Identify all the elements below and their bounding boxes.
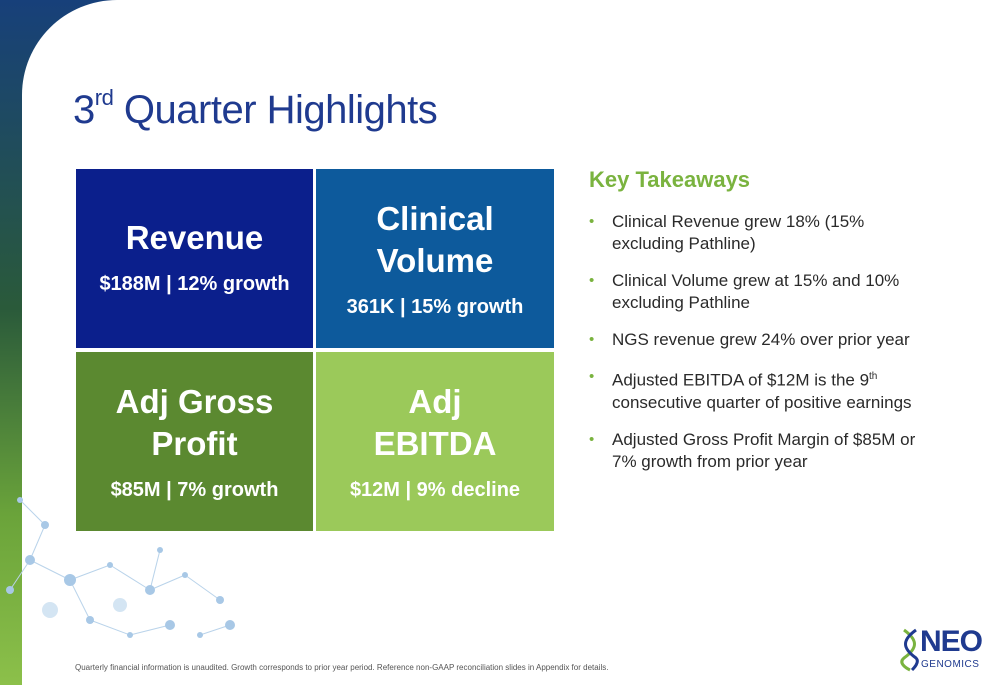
- list-item-superscript: th: [869, 371, 878, 382]
- dna-helix-icon: [900, 628, 919, 672]
- tile-title: Clinical Volume: [376, 198, 493, 282]
- list-item-text: Clinical Volume grew at 15% and 10% excl…: [612, 271, 900, 312]
- title-rest: Quarter Highlights: [113, 88, 438, 132]
- tile-clinical-volume: Clinical Volume 361K | 15% growth: [316, 169, 554, 348]
- neogenomics-logo: NEO GENOMICS: [900, 626, 990, 674]
- list-item-text: Adjusted EBITDA of $12M is the 9: [612, 370, 870, 390]
- title-prefix: 3: [73, 88, 95, 132]
- list-item: • Adjusted Gross Profit Margin of $85M or…: [589, 429, 929, 473]
- list-item-text: Adjusted Gross Profit Margin of $85M or …: [612, 429, 916, 471]
- key-takeaways: Key Takeaways • Clinical Revenue grew 18%…: [589, 167, 929, 488]
- tile-title-line: Clinical: [376, 200, 494, 237]
- slide-title: 3rd Quarter Highlights: [73, 84, 438, 133]
- tile-value: 361K | 15% growth: [346, 296, 524, 318]
- list-item-text: consecutive quarter of positive earnings: [612, 392, 912, 412]
- logo-tagline: GENOMICS: [921, 659, 980, 670]
- tile-adj-gross-profit: Adj Gross Profit $85M | 7% growth: [76, 352, 313, 531]
- title-superscript: rd: [94, 84, 114, 110]
- list-item: • Adjusted EBITDA of $12M is the 9th cons…: [589, 366, 929, 414]
- bullet-icon: •: [589, 430, 595, 448]
- tile-title-line: Profit: [151, 425, 238, 462]
- list-item-text: NGS revenue grew 24% over prior year: [612, 330, 910, 349]
- tile-adj-ebitda: Adj EBITDA $12M | 9% decline: [316, 352, 554, 531]
- tile-value: $85M | 7% growth: [110, 479, 279, 501]
- tile-title: Revenue: [126, 217, 264, 259]
- tile-title-line: Revenue: [125, 219, 264, 256]
- bullet-icon: •: [589, 331, 595, 348]
- footnote: Quarterly financial information is unaud…: [75, 663, 609, 672]
- tile-title: Adj EBITDA: [374, 381, 497, 465]
- list-item: • Clinical Revenue grew 18% (15% excludin…: [589, 211, 929, 255]
- molecule-decoration-icon: [6, 497, 235, 638]
- takeaways-list: • Clinical Revenue grew 18% (15% excludin…: [589, 211, 929, 473]
- list-item-text: Clinical Revenue grew 18% (15% excluding…: [612, 212, 865, 253]
- bullet-icon: •: [589, 272, 595, 289]
- tile-title-line: Adj Gross: [115, 383, 274, 420]
- tile-value: $12M | 9% decline: [349, 479, 521, 501]
- bullet-icon: •: [589, 368, 595, 385]
- tile-revenue: Revenue $188M | 12% growth: [76, 169, 313, 348]
- list-item: • Clinical Volume grew at 15% and 10% exc…: [589, 270, 929, 314]
- tile-value: $188M | 12% growth: [99, 273, 290, 295]
- highlights-grid: Revenue $188M | 12% growth Clinical Volu…: [76, 169, 554, 531]
- tile-title-line: Volume: [376, 242, 494, 279]
- tile-title-line: EBITDA: [373, 425, 497, 462]
- takeaways-heading: Key Takeaways: [589, 167, 751, 192]
- list-item: • NGS revenue grew 24% over prior year: [589, 329, 929, 351]
- tile-title-line: Adj: [408, 383, 462, 420]
- logo-wordmark: NEO: [920, 625, 983, 658]
- bullet-icon: •: [589, 213, 595, 230]
- tile-title: Adj Gross Profit: [116, 381, 274, 465]
